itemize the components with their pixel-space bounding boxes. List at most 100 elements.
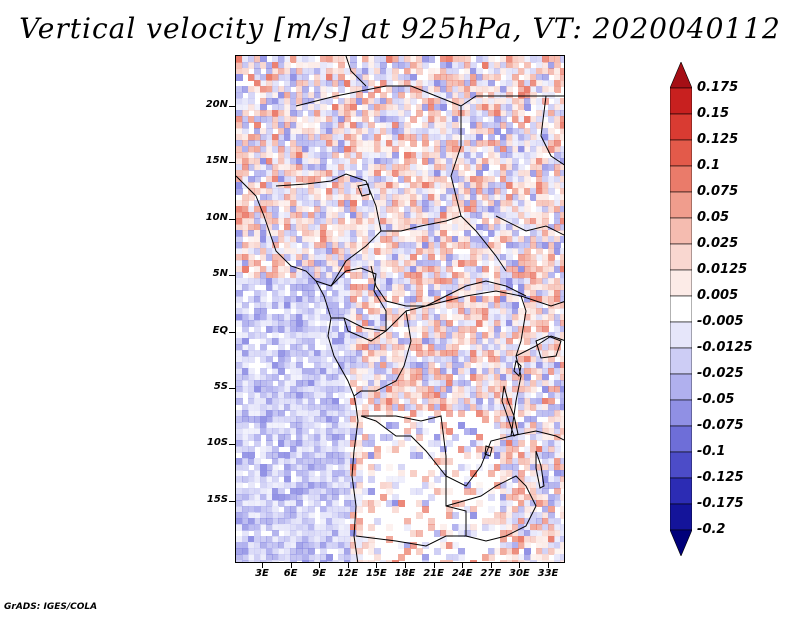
border-sudan bbox=[460, 95, 564, 107]
lat-tick-mark bbox=[229, 218, 235, 220]
lat-tick-mark bbox=[229, 105, 235, 107]
lon-tick-mark bbox=[462, 563, 464, 568]
colorbar-label: -0.1 bbox=[697, 444, 726, 459]
lon-tick-mark bbox=[319, 563, 321, 568]
colorbar-bin bbox=[670, 425, 692, 453]
velocity-field-map bbox=[236, 56, 564, 562]
lon-tick-label: 12E bbox=[337, 568, 359, 579]
border-ethiopia bbox=[495, 215, 564, 236]
lon-tick-label: 30E bbox=[509, 568, 530, 579]
border-car-south bbox=[370, 265, 527, 307]
border-east bbox=[520, 295, 564, 307]
colorbar-bin bbox=[670, 373, 692, 401]
colorbar-bin bbox=[670, 529, 692, 556]
border-east-north bbox=[540, 95, 564, 166]
colorbar-label: -0.05 bbox=[697, 392, 735, 407]
lon-tick-label: 18E bbox=[394, 568, 416, 579]
lake-tanganyika bbox=[501, 385, 519, 437]
border-angola bbox=[355, 415, 467, 547]
lat-tick-label: 20N bbox=[205, 98, 228, 110]
colorbar-label: 0.025 bbox=[697, 236, 739, 251]
lat-tick-label: 15S bbox=[206, 493, 228, 505]
lon-tick-label: 33E bbox=[537, 568, 559, 579]
border-tanzania bbox=[510, 430, 564, 441]
border-libya-chad bbox=[345, 56, 367, 87]
lon-tick-label: 3E bbox=[255, 568, 269, 579]
colorbar-label: 0.15 bbox=[697, 106, 730, 121]
lon-tick-label: 21E bbox=[423, 568, 444, 579]
map-panel bbox=[235, 55, 565, 563]
border-niger-chad bbox=[295, 85, 462, 217]
lake-malawi bbox=[535, 450, 545, 489]
lat-tick-label: EQ bbox=[212, 324, 228, 336]
colorbar-bin bbox=[670, 243, 692, 271]
lat-tick-label: 10N bbox=[205, 211, 228, 223]
colorbar-label: -0.175 bbox=[697, 496, 744, 511]
lon-tick-mark bbox=[405, 563, 406, 568]
colorbar-label: 0.005 bbox=[697, 288, 739, 303]
colorbar-bin bbox=[670, 139, 692, 167]
colorbar-label: -0.2 bbox=[697, 522, 726, 537]
colorbar-label: 0.075 bbox=[697, 184, 739, 199]
lat-tick-mark bbox=[229, 388, 235, 390]
lat-tick-label: 15N bbox=[205, 155, 228, 167]
lake-chad bbox=[357, 183, 371, 197]
colorbar-label: 0.1 bbox=[697, 158, 721, 173]
lat-tick-label: 10S bbox=[206, 437, 228, 449]
colorbar-label: -0.125 bbox=[697, 470, 744, 485]
colorbar-bin bbox=[670, 503, 692, 531]
lon-tick-mark bbox=[347, 563, 349, 568]
colorbar-label: -0.025 bbox=[697, 366, 744, 381]
border-drc-west bbox=[360, 290, 527, 487]
lon-tick-label: 9E bbox=[312, 568, 327, 579]
lon-tick-mark bbox=[490, 563, 492, 568]
colorbar-bin bbox=[670, 113, 692, 141]
lon-tick-mark bbox=[376, 563, 378, 568]
lon-tick-mark bbox=[519, 563, 521, 568]
lake-mweru bbox=[484, 445, 493, 457]
border-congo bbox=[343, 309, 412, 397]
coastline bbox=[236, 175, 359, 562]
lat-tick-mark bbox=[229, 275, 235, 277]
colorbar-bin bbox=[670, 269, 692, 297]
lon-tick-mark bbox=[548, 563, 549, 568]
lon-tick-label: 27E bbox=[480, 568, 502, 579]
colorbar bbox=[670, 62, 692, 556]
colorbar-bin bbox=[670, 347, 692, 375]
colorbar-bin bbox=[670, 451, 692, 479]
colorbar-label: -0.0125 bbox=[697, 340, 753, 355]
lake-kivu bbox=[513, 359, 522, 378]
lon-tick-label: 15E bbox=[366, 568, 387, 579]
lon-tick-mark bbox=[290, 563, 292, 568]
border-cameroon bbox=[330, 267, 387, 332]
border-zambia bbox=[445, 475, 537, 542]
colorbar-bin bbox=[670, 399, 692, 427]
lon-tick-mark bbox=[433, 563, 435, 568]
lon-tick-label: 24E bbox=[451, 568, 473, 579]
colorbar-label: 0.0125 bbox=[697, 262, 748, 277]
footer-credit: GrADS: IGES/COLA bbox=[4, 602, 98, 612]
lon-tick-mark bbox=[262, 563, 263, 568]
map-title: Vertical velocity [m/s] at 925hPa, VT: 2… bbox=[19, 12, 781, 45]
colorbar-bin bbox=[670, 165, 692, 193]
colorbar-bin bbox=[670, 191, 692, 219]
colorbar-bin bbox=[670, 321, 692, 349]
colorbar-bin bbox=[670, 62, 692, 89]
border-nigeria bbox=[275, 173, 382, 287]
lat-tick-mark bbox=[229, 162, 235, 164]
lat-tick-mark bbox=[229, 444, 235, 446]
colorbar-label: 0.175 bbox=[697, 80, 739, 95]
lat-tick-mark bbox=[229, 331, 235, 333]
lat-tick-label: 5N bbox=[212, 268, 228, 280]
colorbar-label: 0.125 bbox=[697, 132, 739, 147]
border-uganda bbox=[515, 335, 564, 357]
colorbar-label: 0.05 bbox=[697, 210, 730, 225]
colorbar-bin bbox=[670, 217, 692, 245]
colorbar-bin bbox=[670, 295, 692, 323]
lon-tick-label: 6E bbox=[283, 568, 298, 579]
border-chad-car bbox=[381, 215, 507, 272]
lat-tick-label: 5S bbox=[213, 381, 228, 393]
lat-tick-mark bbox=[229, 500, 235, 502]
colorbar-bin bbox=[670, 477, 692, 505]
colorbar-label: -0.005 bbox=[697, 314, 744, 329]
